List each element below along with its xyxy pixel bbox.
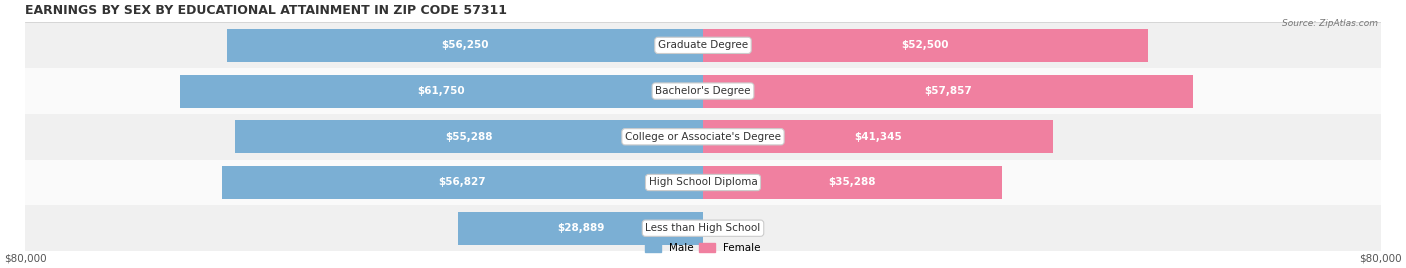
Text: $56,827: $56,827 (439, 177, 486, 188)
Text: High School Diploma: High School Diploma (648, 177, 758, 188)
Text: $28,889: $28,889 (557, 223, 605, 233)
Bar (703, 166, 1002, 199)
Bar (25, 23, 1381, 68)
Bar (226, 29, 703, 62)
Bar (703, 120, 1053, 153)
Text: $41,345: $41,345 (855, 132, 903, 142)
Text: $55,288: $55,288 (446, 132, 492, 142)
Text: $35,288: $35,288 (828, 177, 876, 188)
Text: College or Associate's Degree: College or Associate's Degree (626, 132, 780, 142)
Text: Less than High School: Less than High School (645, 223, 761, 233)
Text: $0: $0 (745, 223, 759, 233)
Legend: Male, Female: Male, Female (641, 239, 765, 257)
Bar (25, 205, 1381, 251)
Bar (703, 75, 1194, 107)
Bar (25, 68, 1381, 114)
Text: Graduate Degree: Graduate Degree (658, 40, 748, 50)
Text: Bachelor's Degree: Bachelor's Degree (655, 86, 751, 96)
Text: $57,857: $57,857 (924, 86, 972, 96)
Text: $61,750: $61,750 (418, 86, 465, 96)
Bar (458, 212, 703, 245)
Text: $52,500: $52,500 (901, 40, 949, 50)
Bar (703, 29, 1147, 62)
Text: EARNINGS BY SEX BY EDUCATIONAL ATTAINMENT IN ZIP CODE 57311: EARNINGS BY SEX BY EDUCATIONAL ATTAINMEN… (25, 4, 508, 17)
Bar (180, 75, 703, 107)
Bar (235, 120, 703, 153)
Bar (25, 114, 1381, 160)
Bar (25, 160, 1381, 205)
Text: Source: ZipAtlas.com: Source: ZipAtlas.com (1282, 19, 1378, 28)
Bar (222, 166, 703, 199)
Text: $56,250: $56,250 (441, 40, 488, 50)
